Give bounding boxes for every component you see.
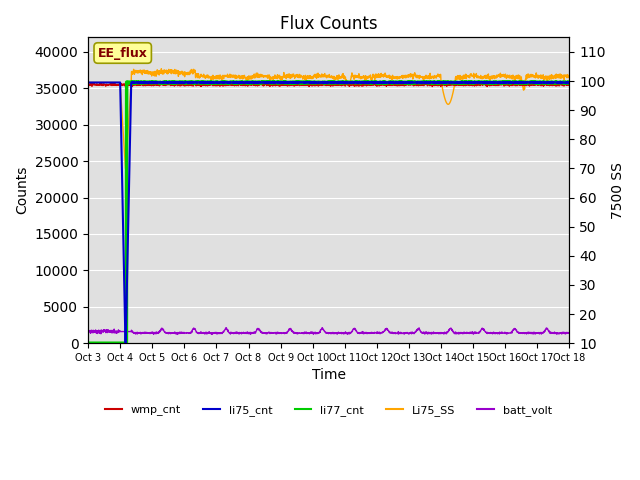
Y-axis label: 7500 SS: 7500 SS — [611, 162, 625, 219]
Legend: wmp_cnt, li75_cnt, li77_cnt, Li75_SS, batt_volt: wmp_cnt, li75_cnt, li77_cnt, Li75_SS, ba… — [101, 401, 557, 420]
Y-axis label: Counts: Counts — [15, 166, 29, 215]
X-axis label: Time: Time — [312, 369, 346, 383]
Title: Flux Counts: Flux Counts — [280, 15, 378, 33]
Text: EE_flux: EE_flux — [98, 47, 148, 60]
